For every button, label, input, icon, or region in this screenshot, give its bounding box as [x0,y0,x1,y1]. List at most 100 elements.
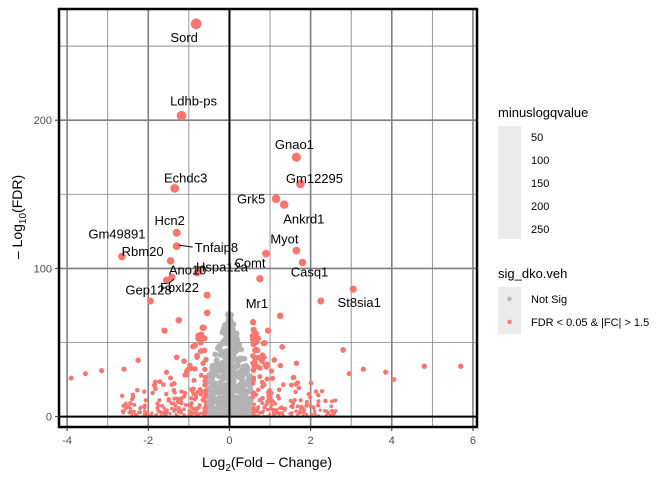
gene-label: Ankrd1 [283,212,324,227]
point-not-sig [232,401,237,406]
point-not-sig [238,346,245,353]
labeled-point [172,228,181,237]
labeled-points [118,18,357,293]
point-not-sig [237,375,243,381]
point-sig [146,297,154,305]
point-sig [288,412,292,416]
point-sig [257,365,263,371]
point-not-sig [239,412,243,416]
point-sig [198,392,204,397]
point-sig [169,406,174,411]
point-sig [265,407,270,412]
point-sig [168,412,172,416]
point-not-sig [221,388,227,393]
point-sig [142,389,147,394]
point-sig [203,388,209,393]
point-sig [458,363,464,369]
gene-label: Echdc3 [164,170,207,185]
gene-label: St8sia1 [338,295,381,310]
labeled-point [176,110,187,121]
point-sig [258,357,265,363]
point-sig [121,403,126,408]
point-not-sig [223,350,230,356]
color-legend: sig_dko.veh Not Sig FDR < 0.05 & |FC| > 1… [498,266,649,334]
color-legend-swatch [507,319,512,325]
point-not-sig [215,344,222,351]
point-sig [179,389,184,394]
gene-label: Ldhb-ps [170,94,217,109]
point-sig [323,398,328,403]
labeled-point [262,249,270,258]
point-sig [251,354,258,361]
point-not-sig [233,371,239,377]
point-sig [201,347,208,354]
point-sig [188,411,193,415]
plot-border [57,7,479,429]
point-sig [260,384,265,389]
point-sig [308,380,314,386]
point-sig [203,309,211,317]
point-sig [179,408,183,413]
point-not-sig [248,398,253,403]
point-sig [293,389,298,395]
point-sig [173,354,180,361]
gene-label: Myot [270,232,299,247]
point-not-sig [221,321,229,329]
point-sig [175,399,180,404]
point-not-sig [209,405,214,410]
x-axis-label: Log2(Fold – Change) [202,454,332,474]
point-sig [268,412,272,416]
point-sig [203,408,207,412]
point-sig [182,413,186,417]
point-sig [183,403,188,407]
point-sig [276,396,281,401]
point-sig [194,354,200,360]
point-sig [293,360,300,366]
point-not-sig [212,369,218,375]
point-sig [160,404,164,408]
x-tick-label: 2 [308,435,314,447]
point-not-sig [217,395,222,400]
point-sig [120,409,125,413]
point-sig [296,385,302,391]
point-sig [251,364,257,370]
point-sig [264,327,272,334]
point-not-sig [237,390,242,396]
point-sig [155,406,160,410]
point-sig [138,406,142,411]
point-sig [329,399,334,404]
plot-panel [59,9,477,427]
point-sig [68,375,74,381]
point-sig [270,375,276,381]
point-sig [189,404,193,409]
color-legend-keys [498,287,521,334]
gene-label: Casq1 [291,264,329,279]
point-not-sig [235,408,239,412]
point-not-sig [208,373,214,379]
size-legend: minuslogqvalue 50 100 150 200 250 [498,105,588,239]
point-not-sig [237,404,241,409]
point-not-sig [218,379,224,385]
point-sig [311,405,315,409]
point-not-sig [241,410,245,415]
point-sig [316,392,321,398]
x-tick-label: 4 [389,435,395,447]
point-sig [130,412,134,416]
point-sig [182,407,186,412]
point-not-sig [207,399,212,404]
point-sig [383,369,389,375]
point-not-sig [246,381,252,387]
point-sig [298,409,302,414]
point-sig [203,401,208,405]
point-sig [150,390,155,396]
point-sig [180,395,185,400]
point-sig [200,324,207,331]
point-sig [340,347,346,353]
point-sig [264,376,270,382]
point-sig [313,412,317,416]
point-sig [252,359,258,365]
point-not-sig [217,387,223,393]
size-legend-label: 200 [531,201,549,213]
point-sig [296,412,300,416]
point-sig [181,358,187,364]
